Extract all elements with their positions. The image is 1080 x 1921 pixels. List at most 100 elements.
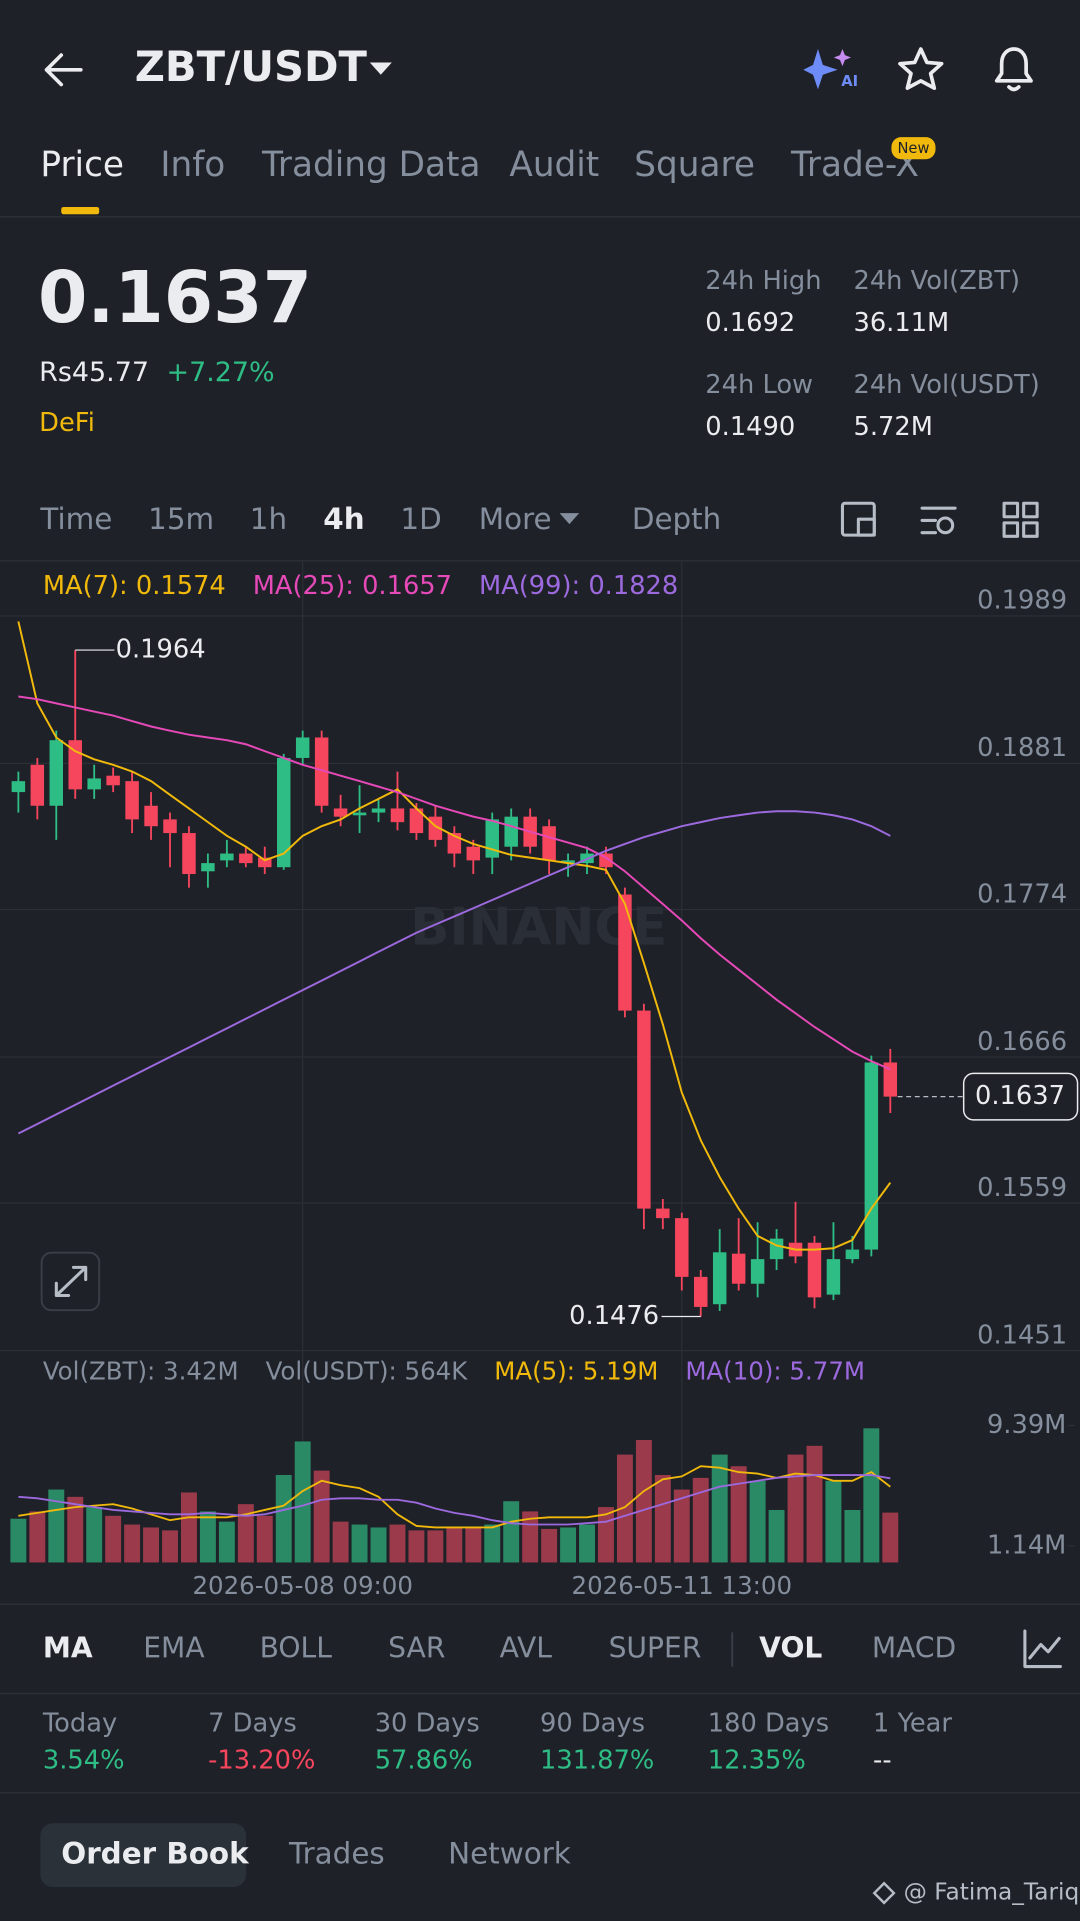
- tab[interactable]: Price: [40, 145, 124, 185]
- volume-bar: [825, 1480, 842, 1563]
- candle-body: [656, 1208, 670, 1219]
- stat-value: 5.72M: [853, 412, 932, 442]
- ai-button[interactable]: AI: [803, 48, 858, 90]
- tab[interactable]: Audit: [509, 145, 599, 185]
- candle-body: [201, 863, 215, 872]
- indicator-tab[interactable]: MACD: [872, 1631, 956, 1664]
- last-price-label: 0.1637: [975, 1081, 1065, 1111]
- interval-tab[interactable]: 15m: [148, 502, 214, 536]
- candle-body: [314, 737, 329, 806]
- candle-body: [295, 737, 310, 758]
- user-watermark: @ Fatima_Tariq: [904, 1879, 1080, 1906]
- x-tick-label: 2026-05-11 13:00: [572, 1571, 793, 1600]
- volume-bar: [730, 1466, 747, 1563]
- candle-body: [144, 805, 158, 827]
- candle-body: [675, 1218, 689, 1277]
- volume-bar: [484, 1524, 501, 1563]
- interval-tab[interactable]: More: [479, 502, 552, 536]
- favorite-button[interactable]: [898, 47, 944, 91]
- period-label: 180 Days: [708, 1709, 829, 1739]
- volume-bar: [237, 1504, 254, 1563]
- candle-body: [769, 1238, 784, 1260]
- period-label: Today: [42, 1709, 117, 1739]
- bottom-tab[interactable]: Order Book: [61, 1837, 250, 1871]
- candle-body: [220, 853, 234, 861]
- fullscreen-button[interactable]: [40, 1251, 101, 1312]
- moving-average-line: [17, 621, 892, 1251]
- volume-bar: [86, 1507, 103, 1563]
- interval-tab[interactable]: 1h: [250, 502, 287, 536]
- legend-entry: MA(25): 0.1657: [253, 571, 452, 601]
- period-change: 57.86%: [375, 1745, 473, 1775]
- period-label: 7 Days: [208, 1709, 297, 1739]
- legend-entry: Vol(USDT): 564K: [266, 1357, 469, 1386]
- pair-dropdown[interactable]: [369, 62, 392, 75]
- volume-bar: [218, 1521, 235, 1563]
- period-change: 3.54%: [43, 1745, 125, 1775]
- chart-tool-icons[interactable]: [840, 501, 1039, 538]
- volume-bar: [389, 1524, 406, 1563]
- period-change: --: [873, 1745, 892, 1775]
- y-tick-label: 0.1774: [977, 879, 1067, 909]
- volume-bar: [844, 1509, 861, 1563]
- interval-tab[interactable]: Time: [39, 502, 112, 536]
- bottom-tab[interactable]: Trades: [288, 1837, 385, 1871]
- tab[interactable]: Trading Data: [261, 145, 480, 185]
- volume-bar: [294, 1441, 311, 1563]
- more-dropdown[interactable]: [559, 513, 580, 525]
- candle-body: [731, 1253, 746, 1284]
- volume-bar: [48, 1489, 65, 1563]
- candle-body: [504, 816, 518, 847]
- candle-body: [277, 757, 291, 868]
- indicator-tab[interactable]: EMA: [143, 1631, 205, 1664]
- x-tick-label: 2026-05-08 09:00: [192, 1571, 413, 1600]
- stat-value: 36.11M: [853, 308, 949, 338]
- volume-bar: [749, 1480, 766, 1563]
- bottom-tab[interactable]: Network: [448, 1837, 571, 1871]
- volume-bar: [882, 1512, 899, 1563]
- candle-body: [883, 1062, 898, 1097]
- indicator-tab[interactable]: SUPER: [609, 1631, 702, 1664]
- indicator-settings[interactable]: [1023, 1629, 1062, 1669]
- moving-average-line: [17, 810, 891, 1135]
- indicator-tab[interactable]: AVL: [500, 1631, 553, 1664]
- volume-bar: [181, 1492, 197, 1563]
- y-tick-label: 0.1881: [977, 733, 1067, 763]
- candle-body: [694, 1276, 708, 1307]
- volume-bar: [370, 1527, 387, 1563]
- interval-tab[interactable]: 4h: [323, 502, 364, 536]
- price-change: +7.27%: [167, 357, 275, 388]
- back-button[interactable]: [44, 53, 83, 87]
- candle-body: [845, 1249, 860, 1260]
- volume-bar: [635, 1439, 652, 1563]
- volume-bar: [787, 1454, 804, 1563]
- candle-body: [333, 808, 348, 817]
- low-marker-label: 0.1476: [569, 1301, 659, 1331]
- volume-bar: [673, 1489, 690, 1563]
- indicator-tab[interactable]: BOLL: [260, 1631, 333, 1664]
- candle-body: [826, 1259, 841, 1295]
- tab[interactable]: Square: [634, 145, 755, 185]
- sector-tag[interactable]: DeFi: [39, 408, 95, 438]
- new-badge-text: New: [897, 140, 929, 157]
- pair-title[interactable]: ZBT/USDT: [135, 42, 368, 91]
- legend-entry: MA(5): 5.19M: [494, 1357, 658, 1386]
- interval-tab[interactable]: Depth: [632, 502, 721, 536]
- candle-body: [390, 808, 405, 823]
- legend-entry: Vol(ZBT): 3.42M: [43, 1357, 239, 1386]
- tab[interactable]: Info: [160, 145, 225, 185]
- indicator-tab[interactable]: SAR: [388, 1631, 445, 1664]
- candle-body: [49, 740, 64, 806]
- new-badge: [891, 137, 936, 160]
- candle-body: [182, 833, 196, 875]
- indicator-tab[interactable]: VOL: [759, 1631, 822, 1664]
- stat-value: 0.1490: [705, 412, 795, 442]
- volume-bar: [67, 1496, 84, 1563]
- stat-label: 24h Low: [705, 370, 813, 400]
- volume-bar: [313, 1470, 330, 1563]
- volume-average-line: [18, 1465, 891, 1529]
- alert-button[interactable]: [994, 47, 1033, 92]
- volume-bar: [446, 1527, 463, 1563]
- interval-tab[interactable]: 1D: [400, 502, 441, 536]
- indicator-tab[interactable]: MA: [43, 1631, 93, 1664]
